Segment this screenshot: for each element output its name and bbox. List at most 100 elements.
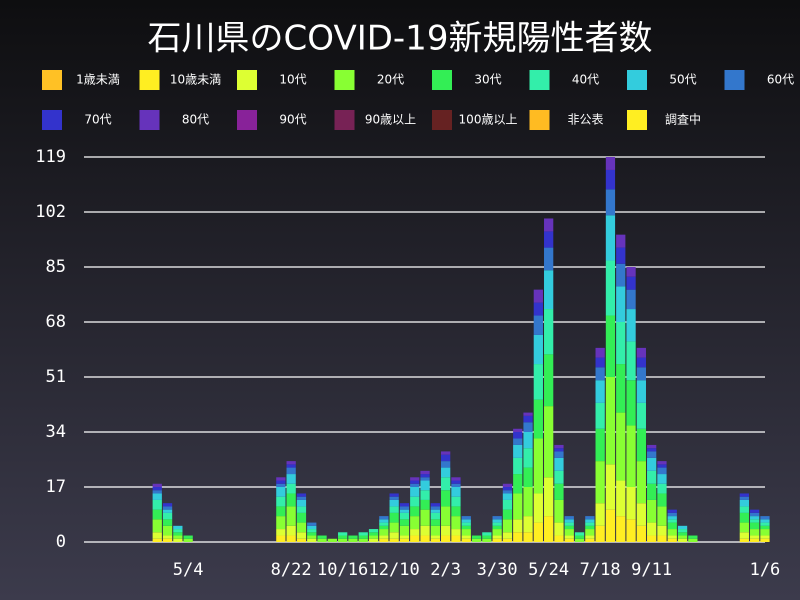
bar-segment [492,525,502,530]
bar-segment [379,535,389,539]
bar-segment [533,438,543,494]
bar-segment [750,522,760,530]
bar-segment [636,428,646,462]
bar-segment [533,302,543,316]
bar-segment [379,525,389,530]
bar-segment [173,538,183,542]
bar-segment [616,263,626,287]
bar-segment [399,519,410,526]
bar-segment [389,493,399,497]
bar-segment [616,412,626,481]
bar-segment [523,467,533,487]
bar-segment [410,516,420,530]
bar-segment [327,538,337,542]
bar-segment [750,519,760,523]
bar-segment [564,519,574,523]
bar-segment [307,538,317,542]
bar-segment [451,483,461,487]
bar-segment [276,535,286,542]
bar-segment [502,509,513,520]
bar-segment [441,451,451,455]
bar-segment [348,538,358,542]
bar-segment [564,538,574,542]
bar-segment [502,538,513,542]
bar-segment [502,499,513,510]
bar-segment [152,499,162,510]
bar-segment [389,506,399,513]
bar-segment [677,535,688,539]
bar-segment [296,538,307,542]
bar-segment [513,532,523,542]
bar-segment [173,525,183,530]
bar-segment [636,503,646,526]
bar-segment [513,474,523,494]
bar-segment [544,309,554,355]
bar-segment [368,535,379,539]
bar-segment [626,289,636,310]
bar-segment [152,483,162,487]
bar-segment [636,380,646,403]
bar-segment [368,529,379,533]
bar-segment [564,525,574,530]
bar-segment [286,464,296,468]
bar-segment [513,438,523,445]
bar-segment [657,535,667,542]
bar-segment [595,503,605,526]
bar-segment [760,535,770,539]
bar-segment [750,516,760,520]
bar-segment [420,525,430,536]
bar-segment [152,519,162,533]
y-tick-label: 0 [56,532,66,552]
bar-segment [420,509,430,526]
bar-segment [338,535,348,539]
bar-segment [399,535,410,539]
bar-segment [595,347,605,358]
bar-segment [667,535,677,539]
legend-label: 70代 [84,113,111,127]
bar-segment [657,464,667,468]
bar-segment [461,516,471,520]
bar-segment [605,157,616,170]
bar-segment [420,535,430,542]
bar-segment [554,522,564,536]
bar-segment [554,444,564,449]
bar-segment [554,451,564,458]
bar-segment [544,270,554,310]
bar-segment [523,516,533,533]
bar-segment [760,522,770,526]
bar-segment [451,487,461,497]
x-tick-label: 5/4 [173,560,204,580]
bar-segment [441,467,451,478]
bar-segment [152,487,162,491]
bar-segment [317,535,327,539]
bar-segment [760,525,770,530]
bar-segment [533,493,543,523]
bar-segment [760,516,770,520]
bar-segment [750,512,760,517]
x-tick-label: 9/11 [631,560,672,580]
bar-segment [595,428,605,462]
bar-segment [616,322,626,365]
bar-segment [162,525,173,536]
bar-segment [564,529,574,536]
bar-segment [358,535,368,539]
bar-segment [307,525,317,530]
bar-segment [399,512,410,520]
bar-segment [492,535,502,539]
legend-swatch [237,110,257,130]
bar-segment [296,506,307,513]
bar-segment [750,535,760,539]
bar-segment [420,499,430,510]
bar-segment [667,522,677,530]
bar-segment [286,525,296,536]
legend-label: 80代 [182,113,209,127]
bar-segment [441,490,451,507]
bar-segment [276,506,286,517]
bar-segment [616,234,626,248]
bar-segment [544,406,554,478]
bar-segment [430,512,440,520]
bar-segment [368,538,379,542]
bar-segment [162,506,173,510]
bar-segment [595,461,605,504]
bar-segment [286,474,296,484]
